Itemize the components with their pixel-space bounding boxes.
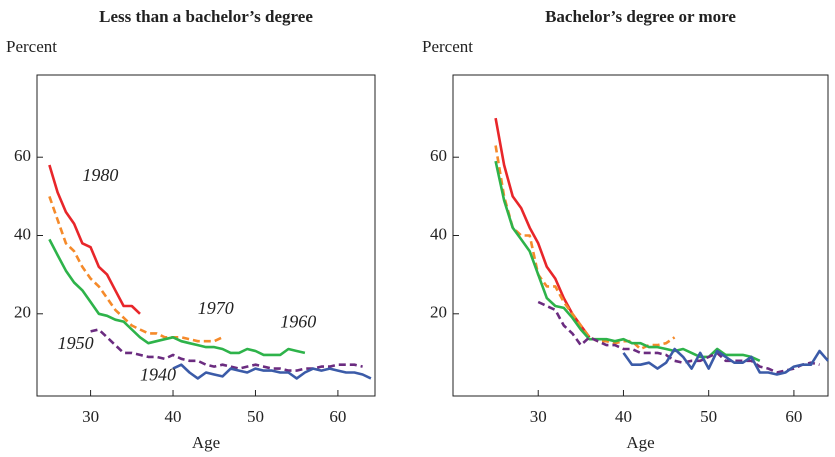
series-label: 1950	[58, 333, 94, 353]
series-line	[48, 195, 224, 343]
series-label: 1960	[280, 312, 316, 332]
y-axis-label: Percent	[422, 37, 473, 56]
y-tick-label: 60	[430, 146, 447, 165]
x-tick-label: 30	[82, 407, 99, 426]
y-tick-label: 40	[430, 224, 447, 243]
series-label: 1980	[82, 165, 118, 185]
series-line	[48, 164, 141, 315]
x-tick-label: 60	[329, 407, 346, 426]
series-line	[537, 300, 820, 374]
series-line	[622, 347, 829, 376]
series-line	[48, 238, 306, 357]
chart-title: Bachelor’s degree or more	[545, 7, 736, 26]
chart-title: Less than a bachelor’s degree	[99, 7, 313, 26]
series-label: 1970	[198, 298, 234, 318]
series-line	[90, 328, 363, 372]
y-tick-label: 40	[14, 224, 31, 243]
y-tick-label: 20	[430, 303, 447, 322]
x-tick-label: 50	[700, 407, 717, 426]
series-label: 1940	[140, 365, 176, 385]
x-axis-label: Age	[626, 433, 654, 452]
y-tick-label: 20	[14, 303, 31, 322]
x-tick-label: 40	[165, 407, 182, 426]
plot-frame	[452, 74, 829, 397]
series-line	[494, 160, 761, 362]
series-line	[494, 145, 676, 351]
x-tick-label: 50	[247, 407, 264, 426]
y-tick-label: 60	[14, 146, 31, 165]
x-tick-label: 30	[530, 407, 547, 426]
y-axis-label: Percent	[6, 37, 57, 56]
x-axis-label: Age	[192, 433, 220, 452]
x-tick-label: 40	[615, 407, 632, 426]
series-line	[172, 363, 372, 380]
x-tick-label: 60	[785, 407, 802, 426]
